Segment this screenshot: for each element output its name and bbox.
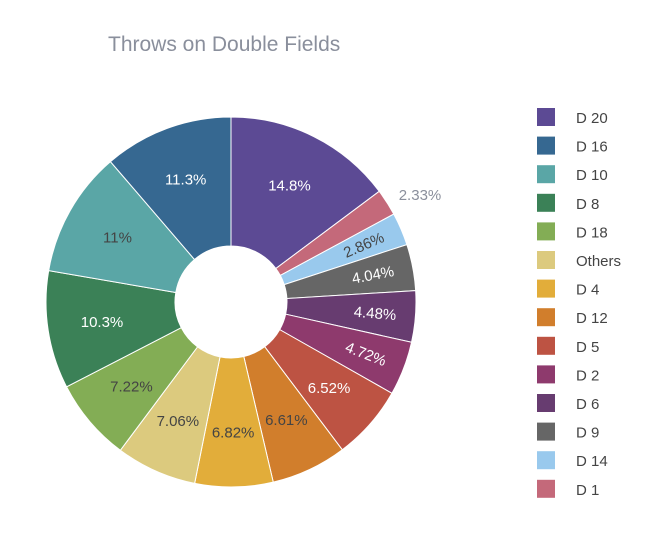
legend-label: D 2	[576, 367, 599, 384]
legend-label: D 20	[576, 110, 608, 127]
slices-group	[45, 116, 417, 488]
slice-labels-group: 14.8%2.33%2.86%4.04%4.48%4.72%6.52%6.61%…	[81, 172, 442, 442]
legend-label: D 9	[576, 425, 599, 442]
legend: D 20 D 16 D 10 D 8 D 18 Others D 4 D 12 D 5 D 2 D …	[537, 108, 621, 499]
legend-label: D 4	[576, 282, 599, 299]
legend-swatch	[537, 222, 555, 241]
legend-item-d-1[interactable]: D 1	[537, 479, 599, 499]
legend-item-d-12[interactable]: D 12	[537, 308, 608, 327]
legend-swatch	[537, 165, 555, 184]
legend-item-d-20[interactable]: D 20	[537, 108, 608, 127]
legend-item-d-8[interactable]: D 8	[537, 193, 599, 213]
legend-label: D 16	[576, 139, 608, 156]
legend-item-others[interactable]: Others	[537, 251, 621, 270]
slice-label-d-1: 2.33%	[399, 187, 442, 204]
legend-item-d-5[interactable]: D 5	[537, 336, 599, 356]
slice-label-d-20: 14.8%	[268, 177, 311, 194]
legend-item-d-16[interactable]: D 16	[537, 136, 608, 156]
legend-label: Others	[576, 253, 621, 270]
legend-item-d-6[interactable]: D 6	[537, 394, 599, 413]
legend-swatch	[537, 136, 555, 155]
legend-item-d-10[interactable]: D 10	[537, 165, 608, 184]
legend-label: D 1	[576, 482, 599, 499]
legend-label: D 6	[576, 396, 599, 413]
slice-label-d-5: 6.52%	[308, 380, 351, 397]
legend-item-d-4[interactable]: D 4	[537, 279, 599, 299]
slice-d-8[interactable]	[45, 270, 182, 388]
slice-label-d-18: 7.22%	[110, 378, 153, 395]
slice-label-others: 7.06%	[157, 413, 200, 430]
legend-item-d-14[interactable]: D 14	[537, 451, 608, 470]
legend-label: D 18	[576, 224, 608, 241]
slice-label-d-8: 10.3%	[81, 314, 124, 331]
legend-item-d-18[interactable]: D 18	[537, 222, 608, 241]
legend-swatch	[537, 251, 555, 269]
slice-label-d-4: 6.82%	[212, 424, 255, 441]
legend-swatch	[537, 394, 555, 412]
legend-item-d-9[interactable]: D 9	[537, 422, 599, 442]
legend-label: D 14	[576, 453, 608, 470]
legend-label: D 10	[576, 167, 608, 184]
legend-swatch	[537, 422, 555, 441]
slice-d-20[interactable]	[230, 116, 380, 270]
legend-swatch	[537, 365, 555, 384]
slice-label-d-16: 11.3%	[165, 172, 206, 189]
legend-swatch	[537, 451, 555, 470]
legend-swatch	[537, 479, 555, 498]
slice-d-10[interactable]	[48, 160, 196, 294]
slice-label-d-12: 6.61%	[265, 412, 308, 429]
legend-item-d-2[interactable]: D 2	[537, 365, 599, 384]
legend-swatch	[537, 279, 555, 298]
legend-swatch	[537, 108, 555, 126]
slice-label-d-6: 4.48%	[353, 304, 397, 324]
legend-label: D 5	[576, 339, 599, 356]
slice-label-d-10: 11%	[103, 230, 132, 247]
legend-label: D 8	[576, 196, 599, 213]
slice-d-16[interactable]	[109, 116, 232, 261]
legend-swatch	[537, 193, 555, 212]
chart-title: Throws on Double Fields	[108, 33, 340, 56]
legend-swatch	[537, 308, 555, 327]
legend-swatch	[537, 336, 555, 355]
legend-label: D 12	[576, 310, 608, 327]
